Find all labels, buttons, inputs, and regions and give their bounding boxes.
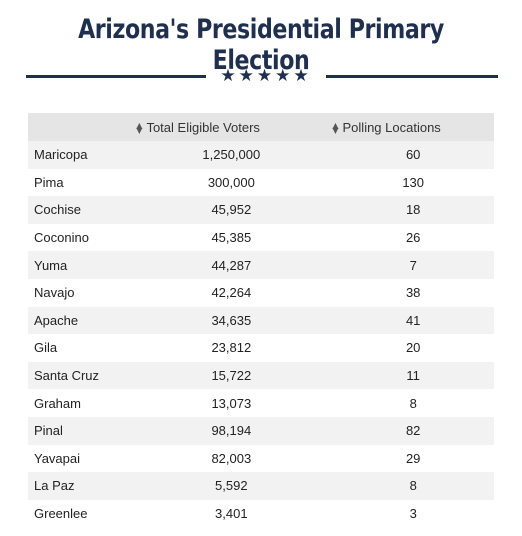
county-cell: Gila <box>28 334 131 362</box>
polling-cell: 130 <box>332 168 494 197</box>
divider-line-left <box>26 75 206 78</box>
table-row: Santa Cruz 15,722 11 <box>28 361 494 390</box>
table-row: Greenlee 3,401 3 <box>28 499 494 528</box>
voters-cell: 5,592 <box>130 472 333 500</box>
election-table: ▲ ▼ Total Eligible Voters ▲ ▼ Polling Locati… <box>28 113 494 528</box>
polling-column-header[interactable]: ▲ ▼ Polling Locations <box>332 113 494 141</box>
voters-cell: 1,250,000 <box>130 141 333 169</box>
polling-cell: 29 <box>332 444 494 473</box>
county-cell: Yuma <box>28 251 131 279</box>
sort-icon: ▲ ▼ <box>136 121 143 136</box>
county-cell: La Paz <box>28 472 131 500</box>
county-cell: Navajo <box>28 278 131 307</box>
table-row: La Paz 5,592 8 <box>28 472 494 500</box>
polling-cell: 20 <box>332 334 494 362</box>
polling-cell: 11 <box>332 361 494 390</box>
voters-column-header[interactable]: ▲ ▼ Total Eligible Voters <box>130 113 333 141</box>
voters-cell: 98,194 <box>130 416 333 445</box>
voters-column-label: Total Eligible Voters <box>146 119 260 135</box>
table-row: Gila 23,812 20 <box>28 334 494 362</box>
county-cell: Pinal <box>28 416 131 445</box>
voters-cell: 44,287 <box>130 251 333 279</box>
voters-cell: 15,722 <box>130 361 333 390</box>
stars-ornament: ★★★★★ <box>220 66 312 86</box>
voters-cell: 23,812 <box>130 334 333 362</box>
table-row: Navajo 42,264 38 <box>28 278 494 307</box>
county-cell: Greenlee <box>28 499 131 528</box>
table-row: Pinal 98,194 82 <box>28 416 494 445</box>
polling-cell: 3 <box>332 499 494 528</box>
polling-column-label: Polling Locations <box>342 119 441 135</box>
polling-cell: 38 <box>332 278 494 307</box>
polling-cell: 8 <box>332 389 494 417</box>
voters-cell: 42,264 <box>130 278 333 307</box>
table-row: Graham 13,073 8 <box>28 389 494 417</box>
polling-cell: 18 <box>332 196 494 224</box>
title-divider: ★★★★★ <box>26 64 498 88</box>
voters-cell: 300,000 <box>130 168 333 197</box>
polling-cell: 41 <box>332 306 494 335</box>
polling-cell: 60 <box>332 141 494 169</box>
voters-cell: 82,003 <box>130 444 333 473</box>
county-cell: Graham <box>28 389 131 417</box>
polling-cell: 26 <box>332 223 494 252</box>
voters-cell: 13,073 <box>130 389 333 417</box>
county-column-header <box>28 113 131 141</box>
polling-cell: 82 <box>332 416 494 445</box>
table-row: Yuma 44,287 7 <box>28 251 494 279</box>
table-row: Coconino 45,385 26 <box>28 223 494 252</box>
table-row: Apache 34,635 41 <box>28 306 494 335</box>
table-header-row: ▲ ▼ Total Eligible Voters ▲ ▼ Polling Locati… <box>28 113 494 141</box>
county-cell: Cochise <box>28 196 131 224</box>
table-row: Cochise 45,952 18 <box>28 196 494 224</box>
county-cell: Coconino <box>28 223 131 252</box>
voters-cell: 45,385 <box>130 223 333 252</box>
divider-line-right <box>326 75 498 78</box>
county-cell: Yavapai <box>28 444 131 473</box>
county-cell: Maricopa <box>28 141 131 169</box>
table-row: Pima 300,000 130 <box>28 168 494 197</box>
polling-cell: 8 <box>332 472 494 500</box>
voters-cell: 34,635 <box>130 306 333 335</box>
table-row: Maricopa 1,250,000 60 <box>28 141 494 169</box>
county-cell: Apache <box>28 306 131 335</box>
voters-cell: 3,401 <box>130 499 333 528</box>
table-row: Yavapai 82,003 29 <box>28 444 494 473</box>
county-cell: Pima <box>28 168 131 197</box>
sort-icon: ▲ ▼ <box>332 121 339 136</box>
county-cell: Santa Cruz <box>28 361 131 390</box>
page-title: Arizona's Presidential Primary Election <box>78 14 444 76</box>
polling-cell: 7 <box>332 251 494 279</box>
voters-cell: 45,952 <box>130 196 333 224</box>
